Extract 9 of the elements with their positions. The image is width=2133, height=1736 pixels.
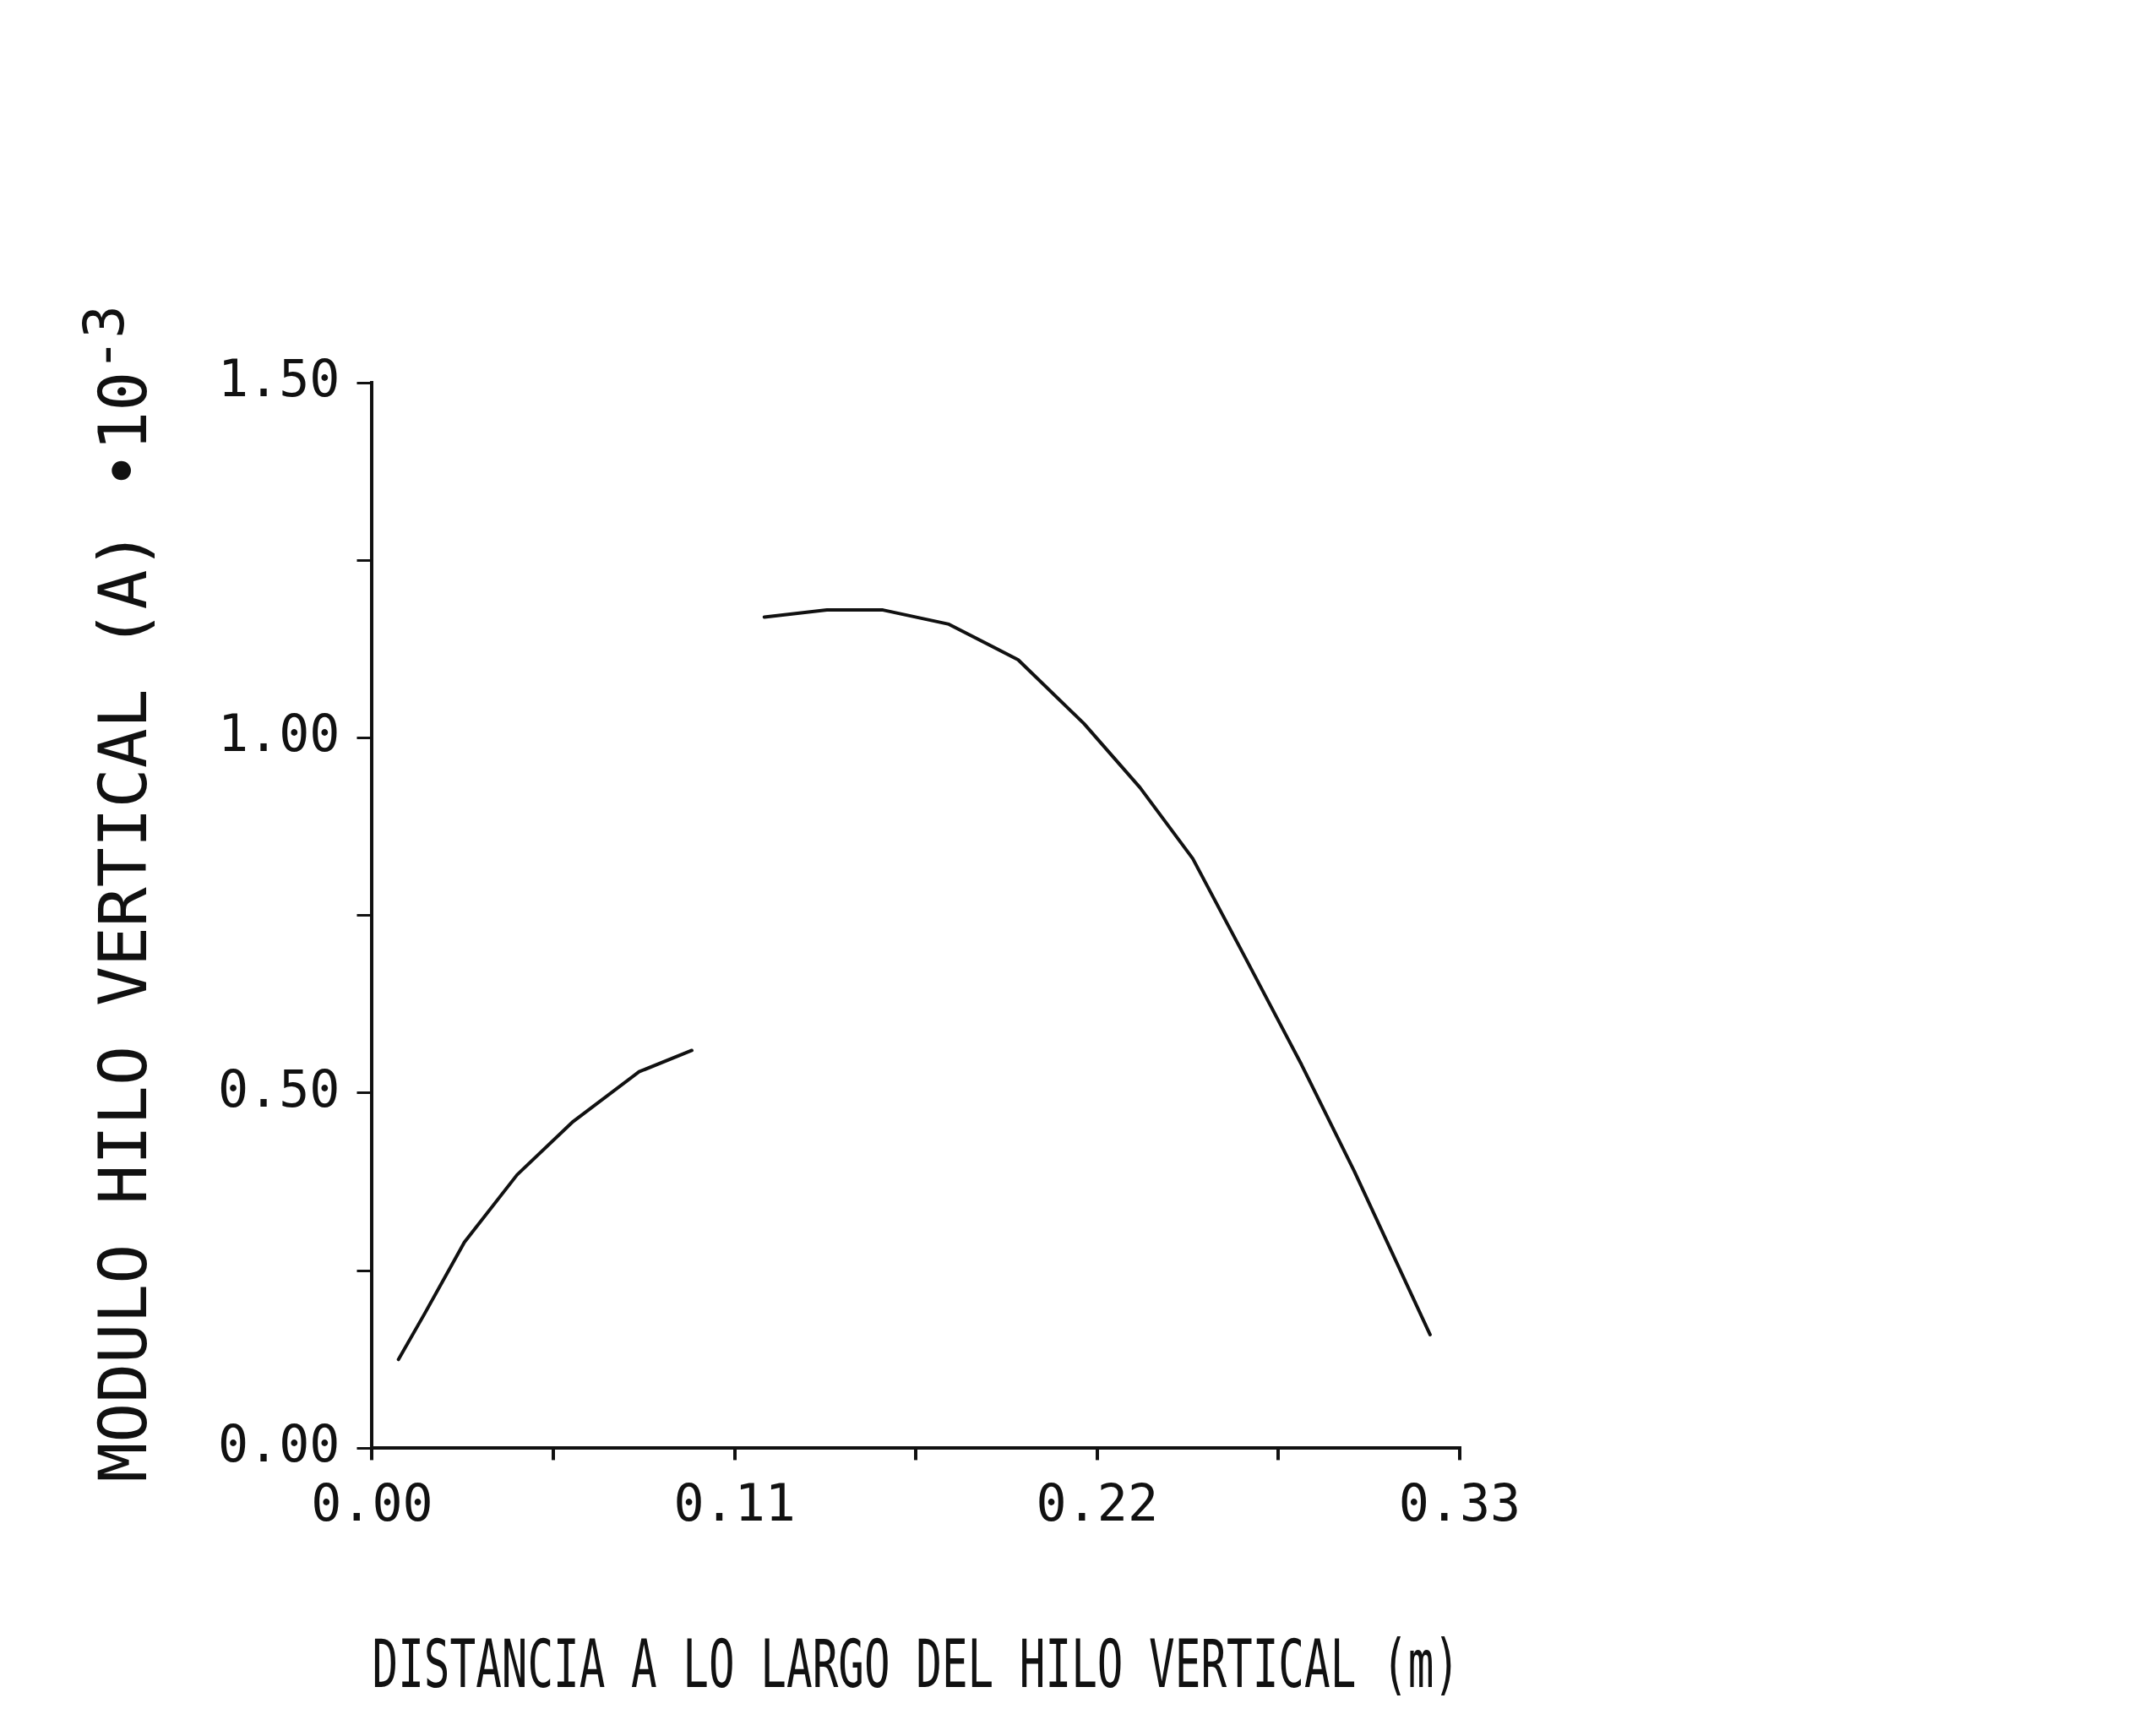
x-axis-title: DISTANCIA A LO LARGO DEL HILO VERTICAL (m)	[372, 1626, 1460, 1704]
x-tick-label: 0.00	[311, 1472, 433, 1532]
x-tick-label: 0.22	[1036, 1472, 1159, 1532]
y-tick-label: 0.00	[217, 1413, 340, 1473]
y-tick-label: 1.00	[217, 704, 340, 764]
x-tick-label: 0.11	[673, 1472, 796, 1532]
y-tick-label: 0.50	[217, 1058, 340, 1118]
x-tick-label: 0.33	[1398, 1472, 1521, 1532]
y-tick-label: 1.50	[217, 348, 340, 408]
